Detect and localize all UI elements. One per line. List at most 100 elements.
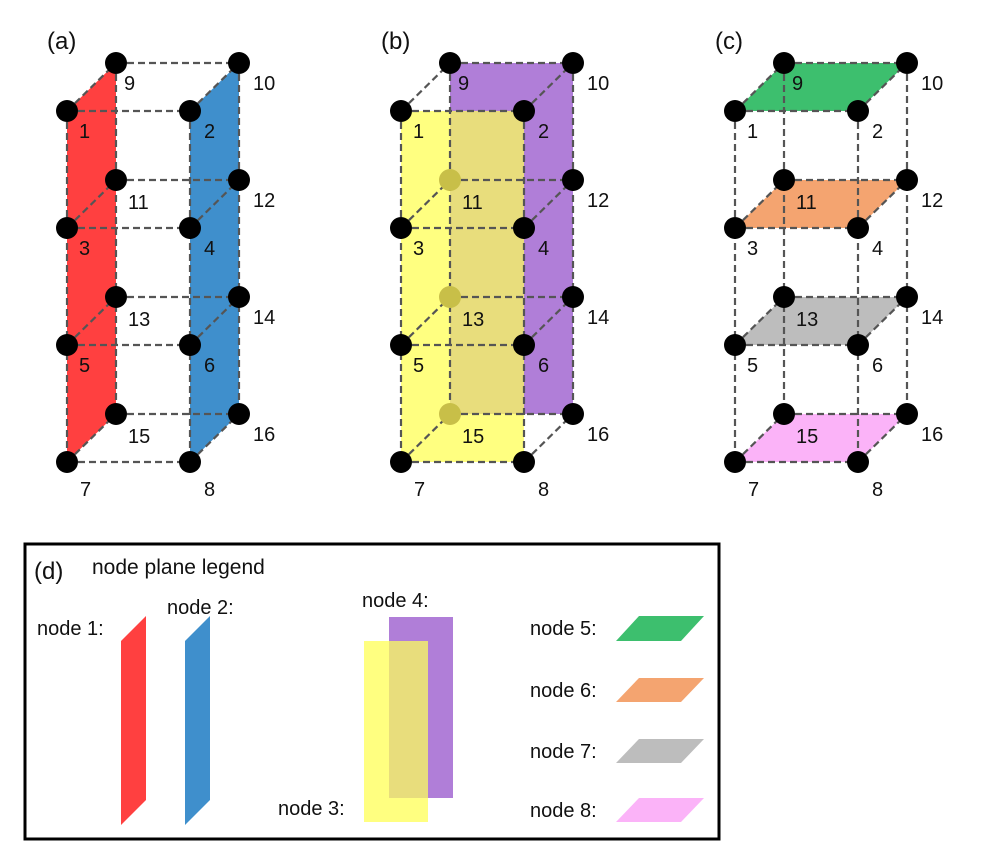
node-label-6: 6: [204, 355, 215, 377]
lattice-node-10: [896, 52, 918, 74]
node-label-14: 14: [921, 307, 943, 329]
edge-6-14: [857, 296, 908, 346]
lattice-node-8: [179, 451, 201, 473]
plane-node-7: [735, 297, 907, 345]
lattice-node-6: [513, 334, 535, 356]
node-label-2: 2: [872, 121, 883, 143]
lattice-node-5: [390, 334, 412, 356]
node-label-8: 8: [538, 479, 549, 501]
node-label-5: 5: [79, 355, 90, 377]
lattice-node-14: [896, 286, 918, 308]
legend-node-4-label: node 4:: [362, 590, 429, 612]
lattice-node-3: [724, 217, 746, 239]
panel-label-a: (a): [47, 28, 76, 55]
lattice-node-16: [562, 403, 584, 425]
node-label-16: 16: [921, 424, 943, 446]
lattice-node-15: [439, 403, 461, 425]
plane-node-1: [67, 63, 116, 462]
node-label-1: 1: [413, 121, 424, 143]
lattice-node-13: [773, 286, 795, 308]
plane-overlap-node-3-4: [450, 111, 524, 414]
legend-node-5-label: node 5:: [530, 618, 597, 640]
node-label-13: 13: [462, 309, 484, 331]
edge-4-12: [189, 179, 240, 229]
lattice-node-6: [179, 334, 201, 356]
edge-1-9: [400, 62, 451, 112]
lattice-node-4: [513, 217, 535, 239]
node-label-16: 16: [587, 424, 609, 446]
edge-8-16: [523, 413, 574, 463]
lattice-node-12: [896, 169, 918, 191]
node-label-4: 4: [538, 238, 549, 260]
node-label-5: 5: [747, 355, 758, 377]
edge-8-16: [189, 413, 240, 463]
node-label-14: 14: [253, 307, 275, 329]
node-label-12: 12: [921, 190, 943, 212]
lattice-node-11: [773, 169, 795, 191]
legend-node-8-swatch: [616, 798, 704, 822]
node-label-3: 3: [79, 238, 90, 260]
legend-node-1-label: node 1:: [37, 618, 104, 640]
lattice-node-3: [390, 217, 412, 239]
lattice-node-2: [847, 100, 869, 122]
legend-node-7-label: node 7:: [530, 741, 597, 763]
plane-node-6: [735, 180, 907, 228]
panel-label-b: (b): [381, 28, 410, 55]
lattice-node-8: [847, 451, 869, 473]
edge-4-12: [523, 179, 574, 229]
node-label-4: 4: [204, 238, 215, 260]
lattice-node-2: [513, 100, 535, 122]
lattice-node-3: [56, 217, 78, 239]
lattice-node-16: [896, 403, 918, 425]
node-label-12: 12: [253, 190, 275, 212]
lattice-node-12: [228, 169, 250, 191]
node-label-7: 7: [80, 479, 91, 501]
edge-8-16: [857, 413, 908, 463]
node-label-15: 15: [796, 426, 818, 448]
legend-panel-label: (d): [34, 558, 63, 585]
lattice-node-7: [390, 451, 412, 473]
lattice-node-13: [105, 286, 127, 308]
node-label-14: 14: [587, 307, 609, 329]
edge-3-11: [734, 179, 785, 229]
lattice-node-10: [228, 52, 250, 74]
node-label-3: 3: [413, 238, 424, 260]
node-label-11: 11: [796, 192, 817, 214]
lattice-node-14: [562, 286, 584, 308]
node-label-4: 4: [872, 238, 883, 260]
lattice-node-15: [105, 403, 127, 425]
node-label-10: 10: [921, 73, 943, 95]
node-label-11: 11: [462, 192, 483, 214]
lattice-node-14: [228, 286, 250, 308]
edge-2-10: [523, 62, 574, 112]
node-label-9: 9: [124, 73, 135, 95]
node-label-8: 8: [872, 479, 883, 501]
lattice-node-9: [773, 52, 795, 74]
lattice-node-11: [439, 169, 461, 191]
node-label-6: 6: [538, 355, 549, 377]
node-label-2: 2: [538, 121, 549, 143]
plane-node-5: [735, 63, 907, 111]
node-label-13: 13: [796, 309, 818, 331]
node-label-9: 9: [458, 73, 469, 95]
lattice-node-4: [179, 217, 201, 239]
legend-node-5-swatch: [616, 616, 704, 641]
lattice-node-7: [724, 451, 746, 473]
node-label-1: 1: [79, 121, 90, 143]
node-label-13: 13: [128, 309, 150, 331]
edge-6-14: [189, 296, 240, 346]
lattice-node-9: [439, 52, 461, 74]
lattice-node-10: [562, 52, 584, 74]
node-label-15: 15: [128, 426, 150, 448]
edge-1-9: [66, 62, 117, 112]
node-label-10: 10: [253, 73, 275, 95]
lattice-node-15: [773, 403, 795, 425]
edge-4-12: [857, 179, 908, 229]
node-label-11: 11: [128, 192, 149, 214]
legend-node-6-swatch: [616, 678, 704, 702]
lattice-node-9: [105, 52, 127, 74]
